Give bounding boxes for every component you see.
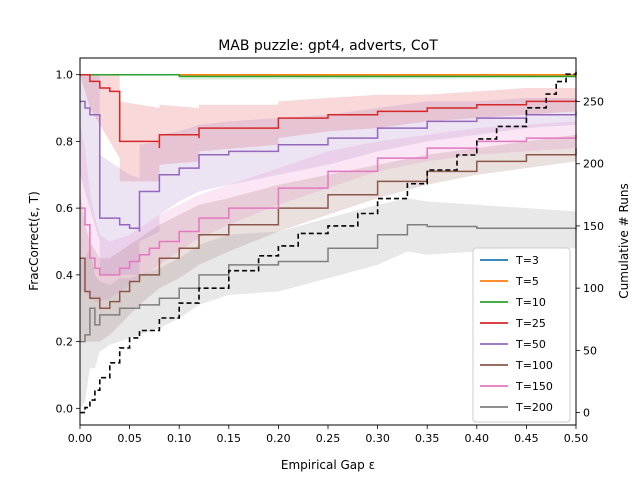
y2-tick-label: 50 (583, 344, 597, 357)
y-axis-label: FracCorrect(ε, T) (27, 191, 41, 291)
y-axis-ticks: 0.0 0.2 0.4 0.6 0.8 1.0 (56, 69, 80, 415)
series-line-t-50 (80, 100, 577, 232)
y2-tick-label: 100 (583, 282, 604, 295)
y-tick-label: 0.0 (56, 402, 74, 415)
x-tick-label: 0.50 (564, 432, 589, 445)
x-tick-label: 0.10 (167, 432, 192, 445)
chart-title: MAB puzzle: gpt4, adverts, CoT (218, 38, 438, 54)
legend-label-t-10: T=10 (515, 296, 546, 309)
x-tick-label: 0.20 (266, 432, 291, 445)
x-tick-label: 0.15 (217, 432, 242, 445)
series-line-t-150 (80, 134, 577, 276)
x-tick-label: 0.40 (465, 432, 490, 445)
y-tick-label: 0.8 (56, 135, 74, 148)
y2-tick-label: 0 (583, 407, 590, 420)
y2-tick-label: 150 (583, 220, 604, 233)
x-axis-ticks: 0.00 0.05 0.10 0.15 0.20 0.25 0.30 0.35 0.40 0.45… (68, 425, 589, 445)
y-tick-label: 1.0 (56, 69, 74, 82)
y2-tick-label: 200 (583, 158, 604, 171)
cumulative-runs-line (80, 71, 577, 414)
legend-label-t-50: T=50 (515, 338, 546, 351)
cumulative-runs-layer (80, 71, 577, 414)
band-t-25 (80, 74, 576, 182)
x-axis-label: Empirical Gap ε (281, 458, 375, 472)
legend-label-t-100: T=100 (515, 359, 553, 372)
legend-label-t-3: T=3 (515, 254, 539, 267)
band-t-200 (80, 198, 576, 409)
legend-label-t-25: T=25 (515, 317, 546, 330)
x-tick-label: 0.00 (68, 432, 93, 445)
y2-axis-label: Cumulative # Runs (617, 183, 631, 298)
series-line-t-200 (80, 224, 577, 343)
x-tick-label: 0.25 (316, 432, 341, 445)
x-tick-label: 0.45 (514, 432, 539, 445)
legend-label-t-200: T=200 (515, 401, 553, 414)
legend-label-t-5: T=5 (515, 275, 539, 288)
y2-tick-label: 250 (583, 96, 604, 109)
y-tick-label: 0.4 (56, 269, 74, 282)
x-tick-label: 0.30 (365, 432, 390, 445)
x-tick-label: 0.05 (117, 432, 142, 445)
legend: T=3 T=5 T=10 T=25 T=50 T=100 T=150 T=200 (472, 247, 571, 423)
series-line-t-10 (80, 73, 576, 78)
y-tick-label: 0.6 (56, 202, 74, 215)
band-t-50 (80, 74, 576, 275)
y-tick-label: 0.2 (56, 336, 74, 349)
y2-axis-ticks: 0 50 100 150 200 250 (576, 96, 604, 420)
legend-box (472, 247, 571, 423)
x-tick-label: 0.35 (415, 432, 440, 445)
series-line-t-25 (80, 73, 577, 149)
legend-label-t-150: T=150 (515, 380, 553, 393)
